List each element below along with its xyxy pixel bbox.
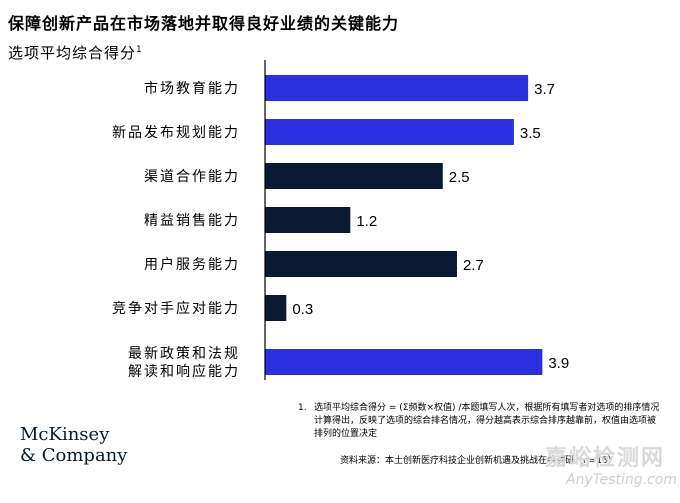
value-label-4: 2.7 <box>463 257 484 274</box>
value-label-1: 3.5 <box>520 125 541 142</box>
category-label-6-0: 最新政策和法规 <box>128 345 240 362</box>
bar-0 <box>265 75 529 101</box>
value-label-3: 1.2 <box>356 213 377 230</box>
bar-3 <box>265 207 351 233</box>
category-label-0-0: 市场教育能力 <box>144 80 240 97</box>
category-label-1-0: 新品发布规划能力 <box>112 125 240 141</box>
watermark-logo: 嘉峪检测网 <box>545 446 666 471</box>
category-label-3-0: 精益销售能力 <box>144 213 240 229</box>
bar-2 <box>265 163 443 189</box>
category-label-5-0: 竞争对手应对能力 <box>112 300 240 317</box>
value-label-6: 3.9 <box>548 355 569 372</box>
watermark-url: AnyTesting.com <box>566 472 677 488</box>
chart-title: 保障创新产品在市场落地并取得良好业绩的关键能力 <box>8 14 400 33</box>
bar-4 <box>265 251 457 277</box>
bar-chart: 3.7 市场教育能力 3.5 新品发布规划能力 2.5 渠道合作能力 1.2 精益销售能力 2.… <box>112 60 569 380</box>
category-label-6-1: 解读和响应能力 <box>128 363 240 380</box>
category-label-2-0: 渠道合作能力 <box>144 169 240 185</box>
chart-subtitle: 选项平均综合得分1 <box>8 42 143 63</box>
footnote: 1. 选项平均综合得分 = (Σ频数×权值) /本题填写人次，根据所有填写者对选… <box>298 402 660 441</box>
value-label-2: 2.5 <box>449 169 470 186</box>
bar-1 <box>265 119 514 145</box>
footnote-number: 1. <box>298 403 307 413</box>
source-note: 资料来源：本土创新医疗科技企业创新机遇及挑战在线调研（n=15） <box>340 456 617 466</box>
value-label-5: 0.3 <box>292 301 313 318</box>
logo-line-2: & Company <box>20 445 128 466</box>
mckinsey-logo: McKinsey & Company <box>20 424 127 466</box>
logo-line-1: McKinsey <box>20 424 110 445</box>
category-label-4-0: 用户服务能力 <box>144 256 240 273</box>
bar-5 <box>265 295 287 321</box>
footnote-text: 选项平均综合得分 = (Σ频数×权值) /本题填写人次，根据所有填写者对选项的排… <box>314 403 660 439</box>
subtitle-footnote-marker: 1 <box>136 45 143 55</box>
bar-6 <box>265 349 543 375</box>
value-label-0: 3.7 <box>534 81 555 98</box>
subtitle-text: 选项平均综合得分 <box>8 44 137 62</box>
